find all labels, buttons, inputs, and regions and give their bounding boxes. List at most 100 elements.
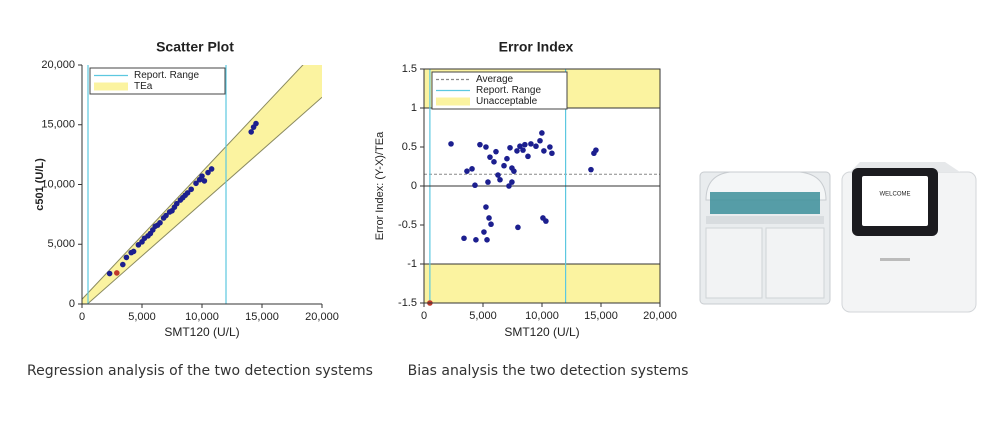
data-point bbox=[123, 254, 130, 261]
legend-swatch bbox=[436, 97, 470, 106]
data-point bbox=[539, 130, 545, 136]
data-point bbox=[515, 224, 521, 231]
data-point bbox=[533, 143, 539, 150]
data-point bbox=[106, 270, 113, 277]
data-point bbox=[486, 215, 492, 221]
legend-swatch bbox=[94, 82, 128, 91]
data-point bbox=[495, 172, 501, 178]
data-point bbox=[543, 218, 549, 224]
data-point bbox=[487, 154, 493, 160]
x-tick-label: 10,000 bbox=[185, 311, 219, 323]
y-tick-label: 20,000 bbox=[41, 59, 75, 71]
data-point bbox=[483, 204, 489, 210]
data-point bbox=[473, 237, 479, 243]
band-edge bbox=[86, 96, 322, 304]
y-axis-title: Error Index: (Y-X)/TEa bbox=[374, 131, 386, 240]
data-point bbox=[491, 159, 497, 165]
data-point bbox=[501, 162, 507, 169]
y-tick-label: 1.5 bbox=[402, 63, 417, 75]
data-point bbox=[593, 147, 599, 153]
data-point bbox=[520, 147, 526, 153]
analyzer-large bbox=[699, 171, 831, 305]
data-point bbox=[248, 129, 254, 135]
data-point bbox=[114, 270, 120, 276]
legend-label: Average bbox=[476, 74, 514, 85]
data-point bbox=[549, 150, 555, 157]
x-tick-label: 5,000 bbox=[469, 310, 497, 322]
data-point bbox=[511, 168, 517, 174]
data-point bbox=[469, 166, 475, 172]
chart-title: Scatter Plot bbox=[156, 39, 234, 55]
data-point bbox=[506, 183, 512, 189]
data-point bbox=[472, 182, 478, 189]
legend-label: TEa bbox=[134, 81, 153, 92]
y-axis-title: c501 (U/L) bbox=[34, 158, 46, 211]
legend-label: Unacceptable bbox=[476, 96, 538, 107]
analyzer-compact: WELCOME bbox=[841, 162, 977, 313]
x-tick-label: 20,000 bbox=[305, 311, 339, 323]
band-edge bbox=[82, 65, 304, 300]
chart-title: Error Index bbox=[499, 39, 574, 55]
data-point bbox=[163, 212, 169, 219]
data-point bbox=[547, 144, 553, 150]
data-point bbox=[461, 235, 467, 242]
data-point bbox=[483, 144, 489, 150]
data-point bbox=[481, 229, 487, 235]
data-point bbox=[509, 179, 515, 185]
data-point bbox=[130, 248, 137, 255]
x-axis-title: SMT120 (U/L) bbox=[504, 325, 579, 339]
data-point bbox=[208, 166, 215, 172]
y-tick-label: -1.5 bbox=[398, 297, 417, 309]
legend-label: Report. Range bbox=[134, 70, 199, 81]
data-point bbox=[174, 200, 180, 207]
y-tick-label: 1 bbox=[411, 102, 417, 114]
screen-text: WELCOME bbox=[879, 192, 910, 198]
x-tick-label: 0 bbox=[79, 311, 85, 323]
y-tick-label: -1 bbox=[407, 258, 417, 270]
data-point bbox=[253, 120, 259, 127]
y-tick-label: 0 bbox=[69, 298, 75, 310]
y-tick-label: 0.5 bbox=[402, 141, 417, 153]
data-point bbox=[525, 153, 531, 160]
legend-label: Report. Range bbox=[476, 85, 541, 96]
data-point bbox=[507, 144, 513, 151]
y-tick-label: 5,000 bbox=[47, 238, 75, 250]
data-point bbox=[522, 141, 528, 148]
x-tick-label: 10,000 bbox=[525, 310, 559, 322]
data-point bbox=[485, 179, 491, 185]
unacceptable-region bbox=[424, 264, 660, 303]
data-point bbox=[493, 148, 499, 155]
y-tick-label: 15,000 bbox=[41, 119, 75, 131]
data-point bbox=[205, 169, 211, 176]
data-point bbox=[497, 176, 503, 183]
y-tick-label: -0.5 bbox=[398, 219, 417, 231]
data-point bbox=[199, 173, 205, 179]
data-point bbox=[537, 137, 543, 144]
data-point bbox=[188, 186, 194, 193]
data-point bbox=[477, 141, 483, 148]
y-tick-label: 10,000 bbox=[41, 178, 75, 190]
data-point bbox=[448, 141, 454, 147]
data-point bbox=[120, 261, 126, 268]
x-tick-label: 20,000 bbox=[643, 310, 677, 322]
data-point bbox=[488, 221, 494, 228]
caption: Regression analysis of the two detection… bbox=[27, 363, 373, 379]
data-point bbox=[504, 155, 510, 162]
caption: Bias analysis the two detection systems bbox=[408, 363, 689, 379]
data-point bbox=[528, 141, 534, 147]
x-tick-label: 0 bbox=[421, 310, 427, 322]
data-point bbox=[514, 148, 520, 154]
data-point bbox=[588, 166, 594, 173]
x-axis-title: SMT120 (U/L) bbox=[164, 325, 239, 339]
x-tick-label: 15,000 bbox=[584, 310, 618, 322]
data-point bbox=[193, 180, 199, 187]
data-point bbox=[464, 168, 470, 174]
data-point bbox=[517, 143, 523, 150]
x-tick-label: 15,000 bbox=[245, 311, 279, 323]
data-point bbox=[484, 237, 490, 243]
x-tick-label: 5,000 bbox=[128, 311, 156, 323]
data-point bbox=[184, 190, 191, 196]
data-point bbox=[201, 178, 208, 184]
y-tick-label: 0 bbox=[411, 180, 417, 192]
